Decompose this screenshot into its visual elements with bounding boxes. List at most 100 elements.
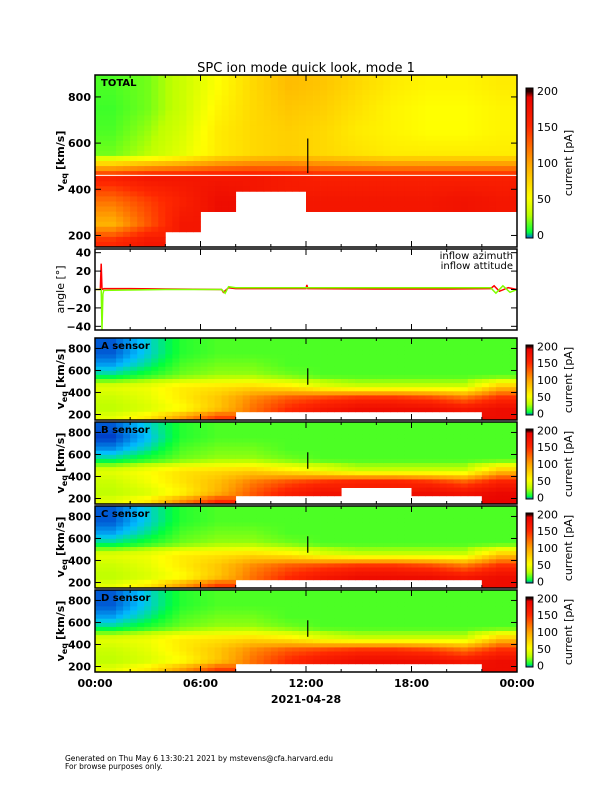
heatmap-cell [397, 115, 405, 121]
heatmap-cell [123, 176, 131, 182]
heatmap-cell [418, 130, 426, 137]
heatmap-cell [123, 358, 131, 363]
heatmap-cell [488, 463, 497, 468]
heatmap-cell [362, 90, 370, 96]
heatmap-cell [327, 483, 335, 488]
colorbar-tick-label: 0 [537, 229, 544, 242]
heatmap-cell [291, 563, 300, 568]
heatmap-cell [509, 467, 518, 472]
heatmap-cell [334, 206, 342, 212]
heatmap-cell [214, 450, 222, 456]
heatmap-cell [95, 374, 103, 380]
heatmap-cell [158, 338, 166, 343]
heatmap-cell [228, 186, 237, 192]
heatmap-cell [109, 241, 117, 248]
heatmap-cell [306, 438, 314, 443]
heatmap-cell [291, 399, 300, 404]
heatmap-cell [172, 471, 180, 476]
heatmap-cell [249, 475, 258, 480]
heatmap-cell [200, 140, 208, 147]
heatmap-cell [109, 166, 117, 172]
heatmap-cell [467, 350, 476, 355]
heatmap-cell [376, 510, 384, 515]
heatmap-cell [249, 422, 258, 427]
heatmap-cell [481, 176, 490, 182]
heatmap-cell [130, 458, 138, 464]
heatmap-cell [341, 366, 349, 372]
heatmap-cell [249, 407, 258, 413]
heatmap-cell [432, 362, 441, 368]
heatmap-cell [467, 370, 476, 376]
heatmap-cell [362, 475, 370, 480]
heatmap-cell [228, 391, 237, 396]
heatmap-cell [327, 426, 335, 431]
heatmap-cell [144, 426, 152, 431]
heatmap-cell [263, 80, 272, 86]
heatmap-cell [348, 479, 356, 484]
heatmap-cell [263, 135, 272, 142]
heatmap-cell [320, 135, 328, 142]
heatmap-cell [334, 526, 342, 531]
heatmap-cell [376, 426, 384, 431]
heatmap-cell [404, 530, 412, 536]
heatmap-cell [467, 342, 476, 347]
heatmap-cell [102, 434, 110, 439]
heatmap-cell [362, 430, 370, 435]
heatmap-cell [495, 391, 504, 396]
heatmap-cell [488, 125, 497, 132]
heatmap-cell [327, 575, 335, 581]
heatmap-cell [165, 575, 173, 581]
heatmap-cell [130, 354, 138, 359]
heatmap-cell [313, 575, 321, 581]
heatmap-cell [334, 176, 342, 182]
heatmap-cell [193, 171, 201, 177]
heatmap-cell [116, 518, 124, 523]
heatmap-cell [207, 487, 215, 493]
heatmap-cell [158, 583, 166, 589]
heatmap-cell [320, 95, 328, 101]
heatmap-cell [256, 100, 265, 106]
heatmap-cell [362, 391, 370, 396]
heatmap-cell [116, 338, 124, 343]
heatmap-cell [383, 155, 391, 162]
heatmap-cell [509, 370, 518, 376]
heatmap-cell [95, 559, 103, 564]
heatmap-cell [109, 80, 117, 86]
heatmap-cell [298, 563, 307, 568]
heatmap-cell [306, 342, 314, 347]
heatmap-cell [397, 471, 405, 476]
heatmap-cell [418, 475, 426, 480]
heatmap-cell [193, 366, 201, 372]
heatmap-cell [467, 463, 476, 468]
heatmap-cell [383, 350, 391, 355]
heatmap-cell [151, 542, 159, 548]
heatmap-cell [109, 145, 117, 152]
heatmap-cell [474, 85, 483, 91]
heatmap-cell [165, 362, 173, 368]
heatmap-cell [172, 426, 180, 431]
heatmap-cell [425, 438, 433, 443]
heatmap-cell [474, 75, 483, 81]
heatmap-cell [376, 150, 384, 157]
heatmap-cell [362, 358, 370, 363]
heatmap-cell [481, 350, 490, 355]
heatmap-cell [256, 479, 265, 484]
heatmap-cell [376, 186, 384, 192]
heatmap-cell [158, 399, 166, 404]
heatmap-cell [144, 236, 152, 243]
heatmap-cell [411, 366, 419, 372]
heatmap-cell [235, 362, 244, 368]
heatmap-cell [495, 475, 504, 480]
heatmap-cell [102, 426, 110, 431]
heatmap-cell [418, 140, 426, 147]
heatmap-cell [411, 186, 419, 192]
heatmap-cell [102, 534, 110, 540]
heatmap-cell [418, 196, 426, 202]
heatmap-cell [348, 467, 356, 472]
heatmap-cell [432, 422, 441, 427]
heatmap-cell [397, 155, 405, 162]
heatmap-cell [390, 547, 398, 552]
heatmap-cell [467, 450, 476, 456]
heatmap-cell [397, 563, 405, 568]
heatmap-cell [158, 110, 166, 116]
